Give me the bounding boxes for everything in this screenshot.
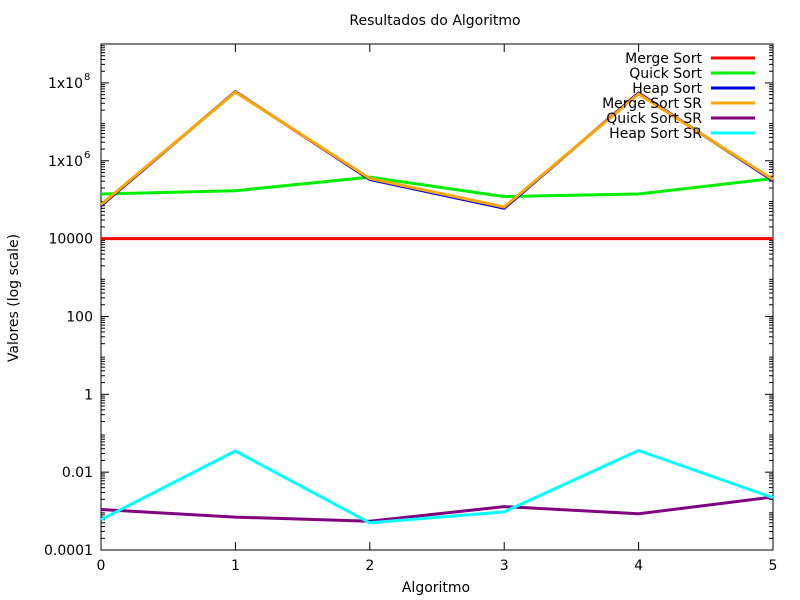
series-line-merge-sort-sr: [100, 90, 774, 209]
y-tick-label: 100: [66, 309, 93, 325]
y-tick-label: 1x10: [48, 154, 83, 170]
legend-label: Heap Sort: [632, 81, 702, 97]
y-tick-label-exponent: 6: [84, 150, 90, 161]
series-line-quick-sort-sr: [100, 495, 774, 523]
y-tick-label: 10000: [48, 232, 93, 248]
legend-label: Heap Sort SR: [609, 126, 702, 142]
y-tick-label: 0.01: [62, 465, 93, 481]
legend-label: Merge Sort SR: [602, 96, 702, 112]
series-line-heap-sort-sr: [100, 448, 774, 525]
x-tick-label: 3: [500, 558, 509, 574]
legend-label: Quick Sort: [629, 66, 702, 82]
x-axis-label: Algoritmo: [402, 580, 470, 596]
y-tick-label: 0.0001: [44, 543, 93, 559]
x-tick-label: 0: [97, 558, 106, 574]
y-tick-label-exponent: 8: [84, 72, 90, 83]
plot-frame: [100, 43, 774, 551]
x-tick-label: 2: [365, 558, 374, 574]
legend-label: Merge Sort: [625, 51, 702, 67]
chart-title: Resultados do Algoritmo: [349, 13, 520, 29]
legend-label: Quick Sort SR: [606, 111, 702, 127]
series-line-quick-sort: [100, 175, 774, 199]
x-tick-label: 5: [769, 558, 778, 574]
x-tick-label: 1: [231, 558, 240, 574]
x-tick-label: 4: [634, 558, 643, 574]
series-layer: [100, 89, 774, 525]
y-axis-label: Valores (log scale): [6, 234, 22, 362]
y-tick-label: 1: [84, 387, 93, 403]
y-tick-label: 1x10: [48, 76, 83, 92]
